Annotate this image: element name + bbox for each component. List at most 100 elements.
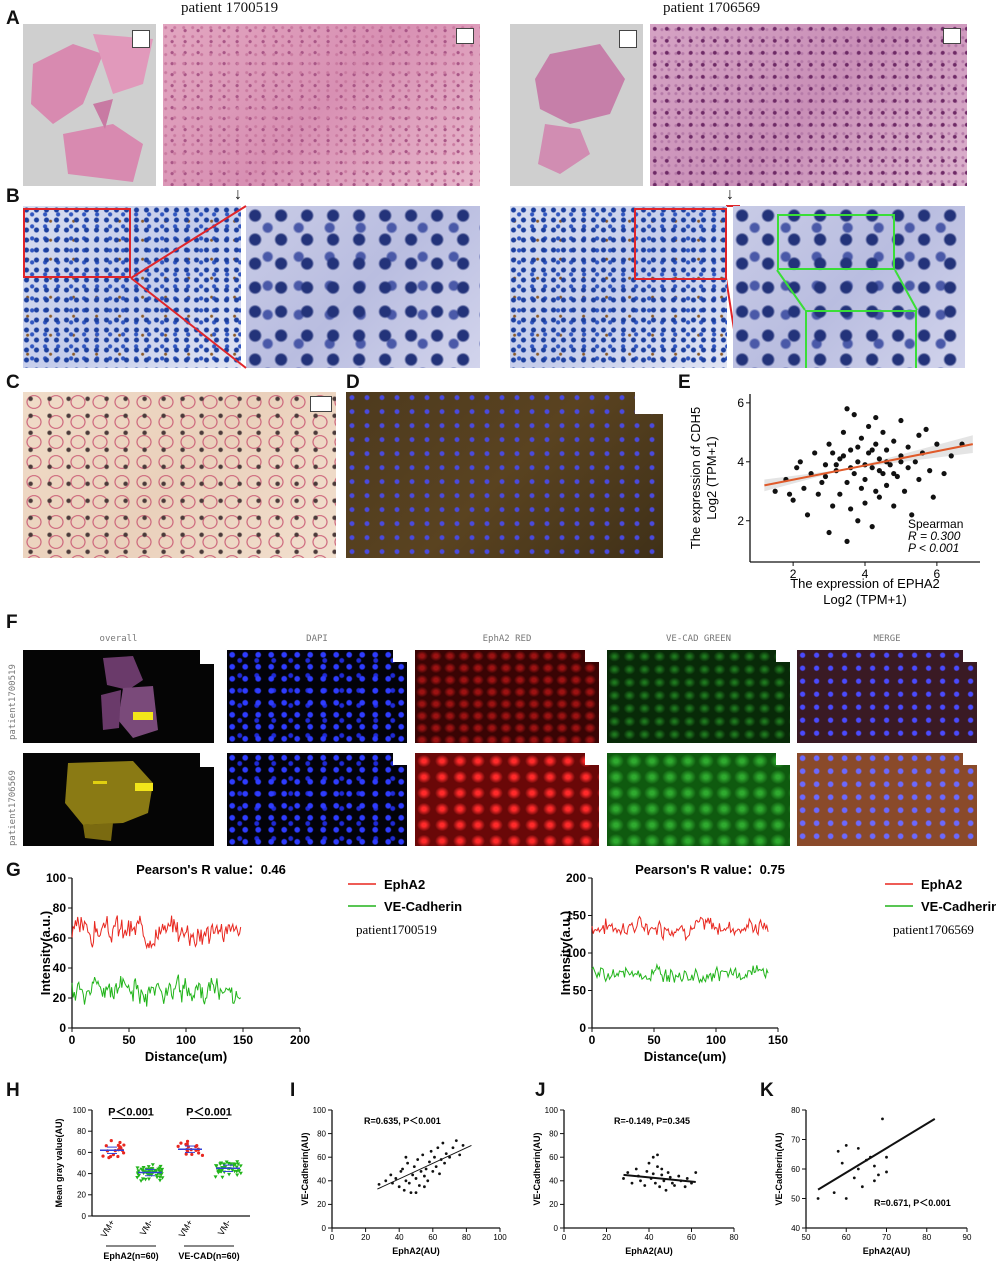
x-tick-label: 150 [768,1033,788,1047]
scatter-point [880,470,886,477]
scale-box [393,650,407,662]
dot [118,1140,122,1145]
scatter-point [423,1185,426,1189]
y-axis-label: Intensity(a.u.) [38,911,53,996]
dot [220,1175,225,1180]
scatter-point [887,462,893,468]
panel-label-j: J [535,1080,546,1101]
scatter-point [397,1185,401,1189]
scatter-point [431,1169,435,1173]
x-tick-label: 80 [730,1233,739,1242]
dot [155,1175,160,1180]
scatter-point [816,1197,820,1200]
scatter-point [772,488,778,494]
y-tick-label: 40 [317,1177,326,1186]
panel-label-f: F [6,612,18,633]
arrow-down-icon: ↓ [726,186,734,203]
x-tick-label: 80 [462,1233,471,1242]
scatter-point [656,1153,659,1157]
legend-label: EphA2 [384,877,425,892]
y-tick-label: 0 [579,1021,586,1035]
x-axis-label-2: Log2 (TPM+1) [823,592,906,607]
stat-annotation: R=0.671, P＜0.001 [874,1198,951,1208]
y-tick-label: 100 [73,1106,87,1115]
legend-label: EphA2 [921,877,962,892]
pas-image [23,392,336,558]
chart-i: 0 20 40 60 80 100 0 20 40 60 80 100 R=0.635, P＜0.001… [300,1106,507,1256]
zoom-box-green [777,214,895,270]
dot [160,1167,165,1172]
scatter-point [876,494,882,500]
scatter-point [844,538,850,544]
patient-note: patient1706569 [893,922,974,937]
dot [154,1174,159,1178]
scatter-point [898,417,904,424]
scatter-point [436,1146,440,1150]
scatter-point [851,470,857,477]
scatter-point [414,1191,418,1194]
scatter-point [683,1185,687,1189]
stat-annotation: P < 0.001 [908,541,959,555]
y-tick-label: 100 [313,1106,327,1115]
dot [227,1172,232,1177]
p-value: P＜0.001 [108,1106,154,1118]
y-axis-label-2: Log2 (TPM+1) [704,436,719,519]
dot [185,1142,189,1146]
x-tick-label: 150 [233,1033,253,1047]
scatter-point [402,1188,406,1192]
scatter-point [451,1146,455,1150]
patient-note: patient1700519 [356,922,437,937]
y-axis-label: The expression of CDH5 [688,407,703,549]
scatter-point [855,459,861,465]
dot [235,1173,240,1177]
scatter-point [419,1169,423,1173]
y-tick-label: 200 [566,871,586,885]
scale-box [776,650,790,662]
dot [143,1177,148,1182]
scatter-point [634,1167,638,1171]
scatter-point [656,1165,659,1169]
scatter-point [412,1165,416,1169]
category-label: VM- [216,1218,233,1237]
scale-bar-icon [456,28,474,44]
scatter-point [660,1167,664,1171]
dot [213,1164,218,1168]
chart-g2: 0 50 100 150 200 0 50 100 150 Pearson's R value：0… [558,862,996,1064]
scatter-point [664,1188,668,1192]
x-tick-label: 80 [922,1233,931,1242]
y-tick-label: 100 [46,871,66,885]
scatter-point [873,1179,876,1183]
fit-line [764,443,974,487]
dot [184,1152,188,1156]
scatter-point [885,1170,888,1174]
scatter-point [404,1155,408,1159]
scatter-point [438,1172,441,1176]
stat-annotation: R = 0.300 [908,529,961,543]
stat-annotation: R=-0.149, P=0.345 [614,1116,690,1126]
y-tick-label: 6 [737,396,744,410]
x-tick-label: 20 [361,1233,370,1242]
x-tick-label: 200 [290,1033,310,1047]
panel-label-i: I [290,1080,296,1101]
series-line [591,962,769,984]
legend-label: VE-Cadherin [384,899,462,914]
dot [101,1154,105,1158]
scatter-point [876,456,882,462]
series-line [591,915,769,942]
dot [104,1144,108,1148]
dot [141,1165,146,1170]
y-axis-label: VE-Cadherin(AU) [774,1132,784,1205]
scatter-point [848,506,854,512]
scatter-point [830,503,836,509]
dot [109,1139,113,1143]
scatter-point [894,473,900,480]
scatter-point [865,423,872,430]
patient-title-right: patient 1706569 [663,0,761,16]
scatter-point [891,438,897,444]
x-axis-label: The expression of EPHA2 [790,576,940,591]
scatter-point [855,444,861,450]
he-image-left [163,24,480,186]
scatter-point [461,1144,465,1147]
zoom-box [634,208,727,280]
scatter-point [869,465,875,471]
